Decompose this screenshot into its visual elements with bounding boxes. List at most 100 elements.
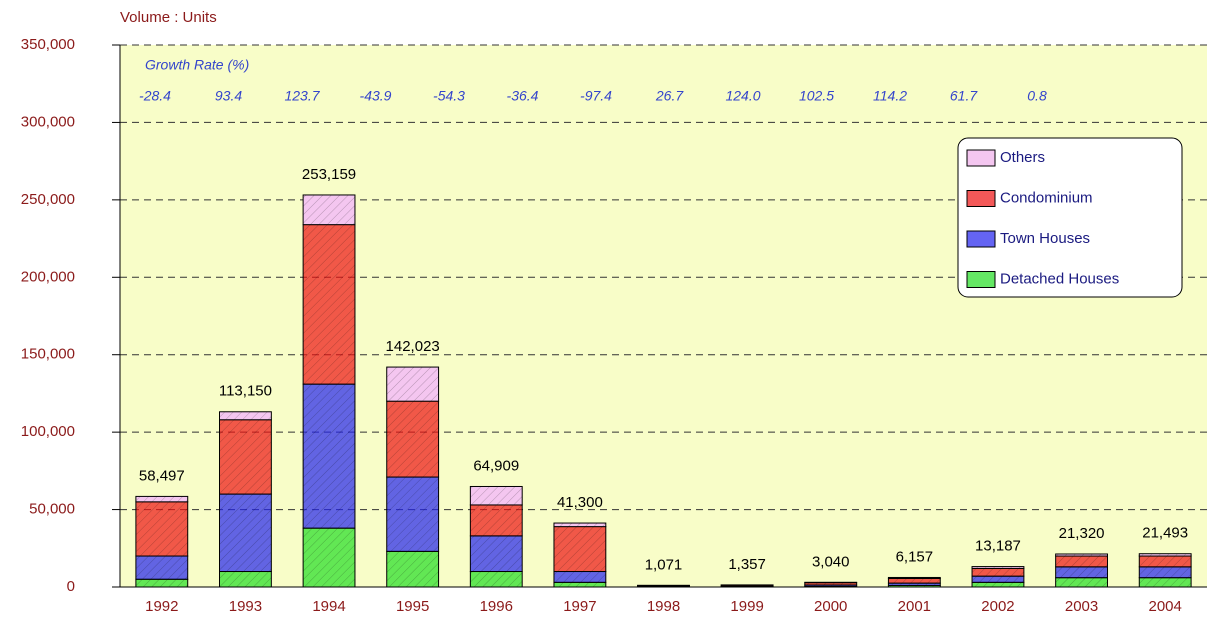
legend-label: Others <box>1000 149 1045 166</box>
bar-hatch <box>972 576 1024 583</box>
y-tick-label: 0 <box>67 578 75 595</box>
bar-hatch <box>219 419 272 495</box>
x-tick-label: 2001 <box>898 598 931 615</box>
bar-hatch <box>386 367 439 402</box>
bar-hatch <box>135 501 188 557</box>
x-tick-label: 1994 <box>312 598 345 615</box>
bar-hatch <box>386 401 439 478</box>
growth-value: 124.0 <box>725 88 760 104</box>
bar-hatch <box>888 585 941 587</box>
bar-hatch <box>219 411 272 420</box>
legend-box <box>957 137 1183 298</box>
growth-value: 93.4 <box>215 88 242 104</box>
growth-value: 26.7 <box>655 88 684 104</box>
total-label: 13,187 <box>975 538 1021 555</box>
total-label: 64,909 <box>473 457 519 474</box>
growth-value: -36.4 <box>507 88 539 104</box>
total-label: 21,493 <box>1142 525 1188 542</box>
bar-hatch <box>553 523 606 527</box>
growth-value: 0.8 <box>1027 88 1047 104</box>
legend-label: Town Houses <box>1000 230 1090 247</box>
bar-hatch <box>888 578 941 584</box>
growth-value: 114.2 <box>873 88 907 104</box>
bar-hatch <box>1139 566 1192 578</box>
total-label: 113,150 <box>219 383 272 400</box>
total-label: 1,071 <box>645 556 683 573</box>
bar-hatch <box>470 535 523 572</box>
growth-value: -54.3 <box>433 88 465 104</box>
bar-hatch <box>888 577 941 579</box>
bar-hatch <box>1055 577 1108 587</box>
bar-hatch <box>219 494 272 572</box>
growth-value: -28.4 <box>139 88 171 104</box>
legend: Others Condominium Town Houses Detached Hou… <box>957 137 1183 298</box>
bar-hatch <box>553 571 606 583</box>
bar-hatch <box>1055 556 1108 567</box>
growth-label: Growth Rate (%) <box>145 57 249 73</box>
x-tick-label: 2004 <box>1149 598 1182 615</box>
x-tick-label: 2000 <box>814 598 847 615</box>
y-tick-label: 100,000 <box>21 423 75 440</box>
bar-hatch <box>470 571 523 587</box>
growth-value: 102.5 <box>799 88 834 104</box>
x-tick-label: 1995 <box>396 598 429 615</box>
y-axis-label: Volume : Units <box>120 9 217 26</box>
legend-swatch <box>966 271 996 288</box>
total-label: 58,497 <box>139 467 185 484</box>
total-label: 142,023 <box>386 338 440 355</box>
x-tick-label: 1993 <box>229 598 262 615</box>
x-tick-label: 1998 <box>647 598 680 615</box>
legend-label: Detached Houses <box>1000 270 1119 287</box>
growth-value: 61.7 <box>950 88 978 104</box>
bar-hatch <box>972 582 1024 587</box>
x-tick-label: 1992 <box>145 598 178 615</box>
total-label: 6,157 <box>896 548 934 565</box>
bar-hatch <box>303 224 355 385</box>
legend-label: Condominium <box>1000 189 1093 206</box>
x-tick-label: 2002 <box>981 598 1014 615</box>
bar-hatch <box>470 504 523 536</box>
total-label: 3,040 <box>812 553 850 570</box>
bar-hatch <box>888 583 941 586</box>
legend-swatch <box>966 190 996 207</box>
x-tick-label: 1997 <box>563 598 596 615</box>
bar-hatch <box>721 585 774 587</box>
x-tick-label: 2003 <box>1065 598 1098 615</box>
bar-hatch <box>553 526 606 572</box>
y-tick-label: 50,000 <box>29 501 75 518</box>
total-label: 41,300 <box>557 494 603 511</box>
growth-value: -97.4 <box>580 88 612 104</box>
legend-swatch <box>966 149 996 167</box>
y-tick-label: 150,000 <box>21 346 75 363</box>
bar-hatch <box>219 571 272 587</box>
bar-hatch <box>804 584 857 587</box>
growth-value: 123.7 <box>284 88 320 104</box>
total-label: 21,320 <box>1059 525 1105 542</box>
y-tick-label: 200,000 <box>21 268 75 285</box>
bar-hatch <box>1139 553 1192 557</box>
bar-hatch <box>972 566 1024 569</box>
bar-hatch <box>1055 553 1108 557</box>
bar-hatch <box>303 384 355 529</box>
y-tick-label: 250,000 <box>21 191 75 208</box>
bar-hatch <box>553 582 606 587</box>
bar-hatch <box>135 579 188 587</box>
x-tick-label: 1996 <box>480 598 513 615</box>
bar-hatch <box>303 194 355 225</box>
total-label: 253,159 <box>302 166 356 183</box>
x-tick-label: 1999 <box>730 598 763 615</box>
y-tick-label: 300,000 <box>21 113 75 130</box>
legend-swatch <box>966 230 996 248</box>
total-label: 1,357 <box>728 556 766 573</box>
bar-hatch <box>1139 556 1192 567</box>
bar-hatch <box>135 556 188 580</box>
growth-value: -43.9 <box>360 88 392 104</box>
bar-hatch <box>804 582 857 585</box>
bar-hatch <box>1139 577 1192 587</box>
bar-hatch <box>470 486 523 505</box>
bar-hatch <box>1055 566 1108 578</box>
plot-area <box>120 45 1207 587</box>
bar-hatch <box>386 477 439 552</box>
bar-hatch <box>386 551 439 587</box>
